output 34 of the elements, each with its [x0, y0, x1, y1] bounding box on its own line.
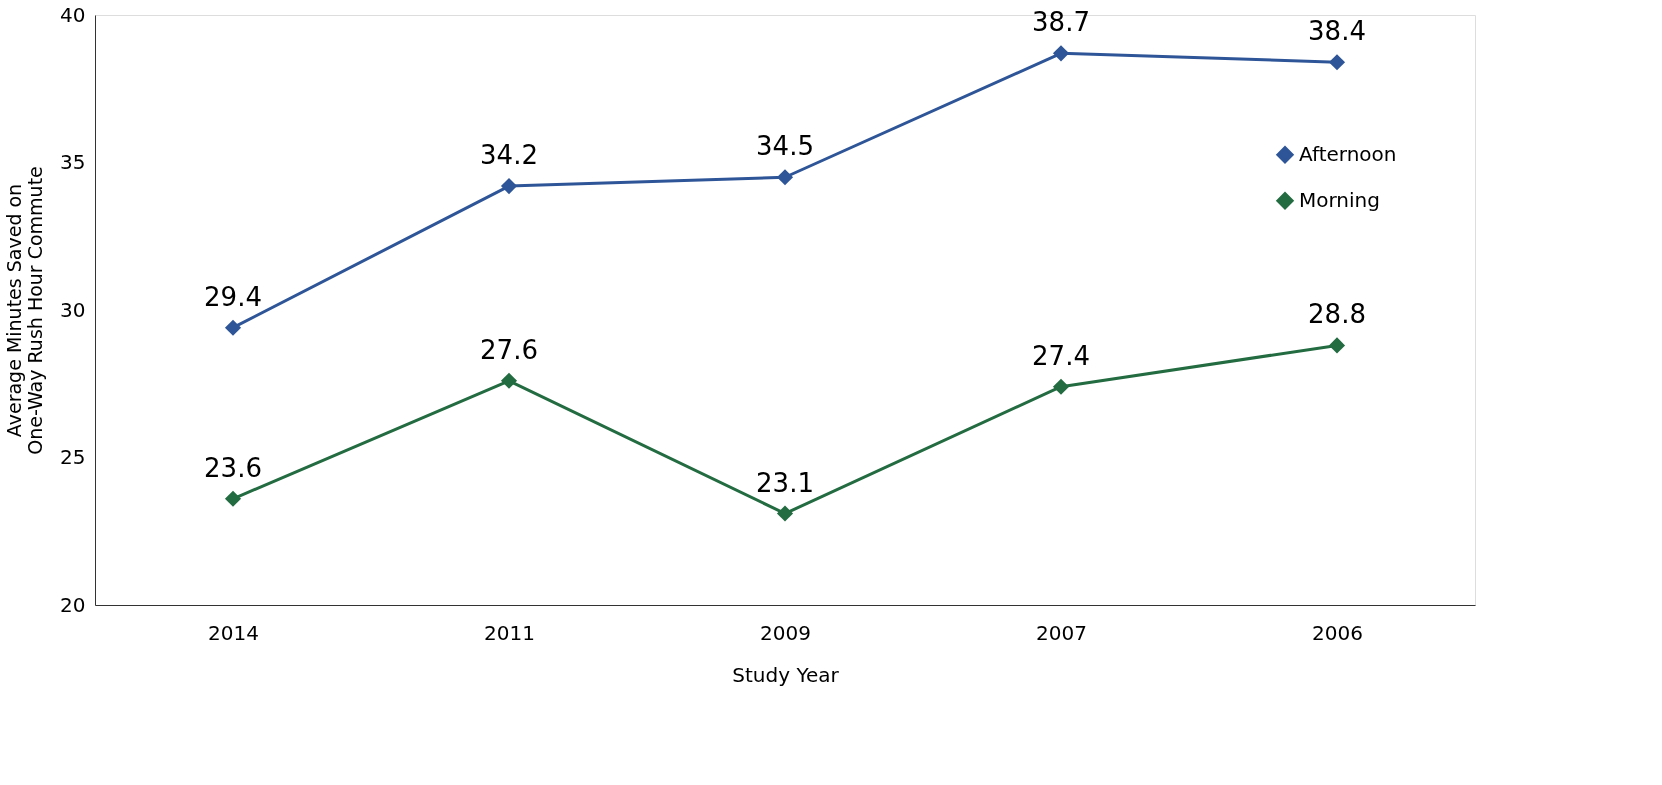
y-tick-label: 35: [60, 150, 86, 174]
data-label: 27.6: [480, 334, 538, 365]
y-tick-label: 25: [60, 445, 86, 469]
point: [224, 319, 242, 336]
point: [776, 169, 794, 186]
data-label: 27.4: [1032, 340, 1090, 371]
point: [1052, 378, 1070, 395]
x-tick-label: 2011: [484, 620, 535, 645]
data-label: 23.1: [756, 467, 814, 498]
y-axis-title: Average Minutes Saved on One-Way Rush Hour Commute: [3, 166, 47, 455]
data-label: 34.5: [756, 131, 814, 162]
legend-label: Morning: [1299, 187, 1380, 212]
data-label: 29.4: [204, 281, 262, 312]
x-tick-label: 2014: [208, 620, 259, 645]
point: [776, 505, 794, 522]
x-axis-title: Study Year: [732, 662, 840, 687]
point: [1328, 54, 1346, 71]
point: [500, 178, 518, 195]
x-tick-label: 2006: [1312, 620, 1363, 645]
data-label: 38.4: [1308, 16, 1366, 47]
y-tick-label: 20: [60, 592, 86, 617]
x-tick-label: 2007: [1036, 620, 1087, 645]
data-label: 28.8: [1308, 299, 1366, 330]
data-label: 23.6: [204, 452, 262, 483]
data-label: 34.2: [480, 140, 538, 171]
y-tick-label: 40: [60, 2, 86, 27]
point: [224, 490, 242, 507]
y-tick-label: 30: [60, 297, 86, 322]
legend-label: Afternoon: [1299, 141, 1397, 166]
point: [500, 372, 518, 389]
point: [1328, 337, 1346, 354]
x-tick-label: 2009: [760, 620, 811, 645]
data-label: 38.7: [1032, 7, 1090, 38]
point: [1052, 45, 1070, 62]
